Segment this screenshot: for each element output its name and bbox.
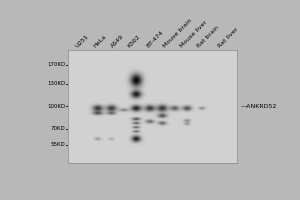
- Text: 170KD: 170KD: [47, 62, 65, 67]
- Text: AS49: AS49: [110, 34, 125, 49]
- Text: 55KD: 55KD: [51, 142, 65, 147]
- Text: Mouse brain: Mouse brain: [163, 18, 194, 49]
- Text: 70KD: 70KD: [51, 126, 65, 131]
- Text: 100KD: 100KD: [47, 104, 65, 109]
- Text: Mouse liver: Mouse liver: [180, 20, 209, 49]
- Text: HeLa: HeLa: [93, 34, 108, 49]
- Text: U251: U251: [74, 34, 89, 49]
- Text: Rat liver: Rat liver: [217, 27, 239, 49]
- Text: 130KD: 130KD: [47, 81, 65, 86]
- Text: Rat brain: Rat brain: [196, 25, 220, 49]
- Text: BT-474: BT-474: [146, 30, 165, 49]
- Text: —ANKRD52: —ANKRD52: [241, 104, 277, 109]
- Text: K562: K562: [127, 34, 142, 49]
